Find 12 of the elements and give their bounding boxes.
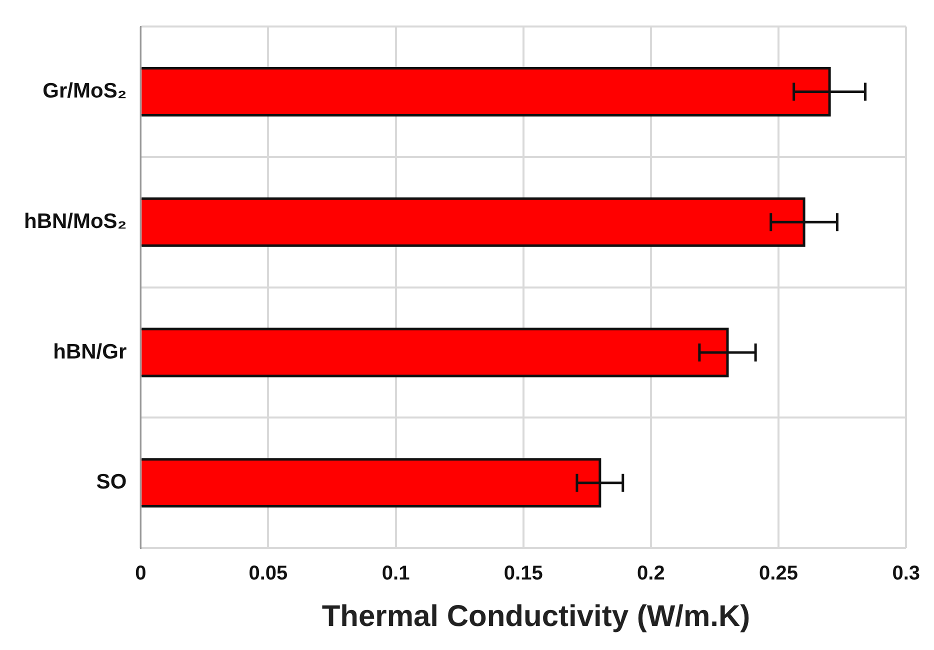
y-tick-label: SO bbox=[96, 470, 127, 494]
x-tick-label: 0 bbox=[135, 562, 146, 585]
x-tick-label: 0.15 bbox=[504, 562, 543, 585]
x-tick-label: 0.25 bbox=[759, 562, 798, 585]
x-tick-label: 0.2 bbox=[637, 562, 665, 585]
y-tick-label: Gr/MoS₂ bbox=[42, 80, 127, 103]
x-tick-label: 0.05 bbox=[248, 562, 288, 585]
y-tick-label: hBN/Gr bbox=[53, 340, 127, 364]
x-tick-label: 0.1 bbox=[382, 562, 410, 585]
y-tick-label: hBN/MoS₂ bbox=[24, 210, 127, 233]
x-axis-title: Thermal Conductivity (W/m.K) bbox=[320, 600, 752, 634]
x-tick-label: 0.3 bbox=[892, 562, 920, 585]
